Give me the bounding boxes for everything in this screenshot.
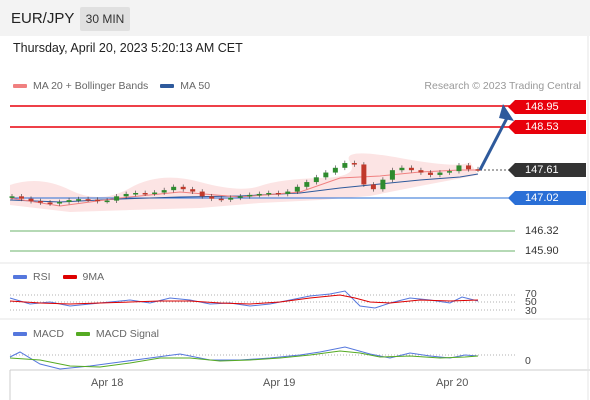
candle-body (389, 170, 395, 180)
candle-body (171, 186, 177, 191)
candle-body (114, 196, 120, 201)
candlestick-series (9, 160, 481, 206)
candle-body (399, 167, 405, 171)
candle-body (218, 198, 224, 201)
candle-body (266, 193, 272, 195)
rsi-level-50: 50 (525, 296, 537, 308)
rsi-level-70: 70 (525, 288, 537, 300)
support-1-label: 146.32 (525, 225, 559, 237)
timeframe-button[interactable]: 30 MIN (80, 7, 130, 31)
candle-body (456, 165, 462, 172)
candle-body (9, 196, 15, 198)
macd-signal-line (9, 350, 479, 368)
pivot-label: 147.02 (508, 191, 586, 205)
candle-body (380, 179, 386, 190)
candle-body (28, 198, 34, 202)
candle-body (199, 191, 205, 197)
rsi-ma-line (9, 294, 479, 305)
candle-body (237, 196, 243, 198)
candle-body (285, 191, 291, 194)
projection-arrow (478, 117, 509, 171)
candle-body (85, 199, 91, 201)
candle-body (313, 177, 319, 183)
candle-body (370, 184, 376, 190)
legend-rsi-ma: 9MA (62, 271, 104, 283)
candle-body (123, 193, 129, 197)
price-legend: MA 20 + Bollinger Bands MA 50 (13, 80, 222, 92)
rsi-level-30: 30 (525, 305, 537, 317)
legend-rsi: RSI (13, 271, 51, 283)
candle-body (361, 164, 367, 185)
candle-body (437, 172, 443, 175)
candle-body (323, 172, 329, 178)
candle-body (104, 200, 110, 203)
last-price-label: 147.61 (508, 163, 586, 177)
candle-body (152, 192, 158, 195)
rsi-legend: RSI 9MA (13, 271, 116, 283)
candle-body (256, 193, 262, 196)
candle-body (294, 186, 300, 192)
candle-body (418, 170, 424, 173)
candle-body (19, 196, 25, 199)
toolbar: EUR/JPY 30 MIN (0, 0, 590, 36)
candle-body (304, 182, 310, 187)
resistance-2-label: 148.95 (508, 100, 586, 114)
macd-legend: MACD MACD Signal (13, 328, 171, 340)
date-label-apr18: Apr 18 (91, 377, 124, 389)
candle-body (351, 163, 357, 165)
candle-body (408, 167, 414, 171)
macd-zero-label: 0 (525, 355, 531, 367)
date-label-apr20: Apr 20 (436, 377, 469, 389)
rsi-line (9, 290, 479, 309)
candle-body (475, 169, 481, 171)
arrow-head (499, 104, 514, 121)
candle-body (76, 199, 82, 201)
legend-macd-signal: MACD Signal (75, 328, 159, 340)
candle-body (342, 163, 348, 168)
candle-body (161, 190, 167, 193)
support-2-label: 145.90 (525, 245, 559, 257)
candle-body (57, 202, 63, 204)
date-label-apr19: Apr 19 (263, 377, 296, 389)
candle-body (38, 201, 44, 203)
symbol-title: EUR/JPY (11, 10, 75, 27)
candle-body (465, 165, 471, 170)
candle-body (427, 172, 433, 175)
legend-macd: MACD (13, 328, 64, 340)
candle-body (332, 167, 338, 173)
candle-body (209, 196, 215, 199)
chart-datetime: Thursday, April 20, 2023 5:20:13 AM CET (13, 41, 243, 55)
candle-body (95, 199, 101, 202)
candle-body (133, 193, 139, 195)
research-credit: Research © 2023 Trading Central (424, 80, 581, 92)
legend-ma50: MA 50 (160, 80, 210, 92)
candle-body (47, 202, 53, 205)
candle-body (247, 194, 253, 197)
candle-body (275, 193, 281, 195)
macd-line (9, 346, 479, 370)
candle-body (66, 200, 72, 203)
candle-body (446, 171, 452, 173)
candle-body (180, 186, 186, 190)
legend-ma20: MA 20 + Bollinger Bands (13, 80, 148, 92)
candle-body (190, 189, 196, 192)
candle-body (142, 193, 148, 195)
resistance-1-label: 148.53 (508, 120, 586, 134)
candle-body (228, 197, 234, 200)
